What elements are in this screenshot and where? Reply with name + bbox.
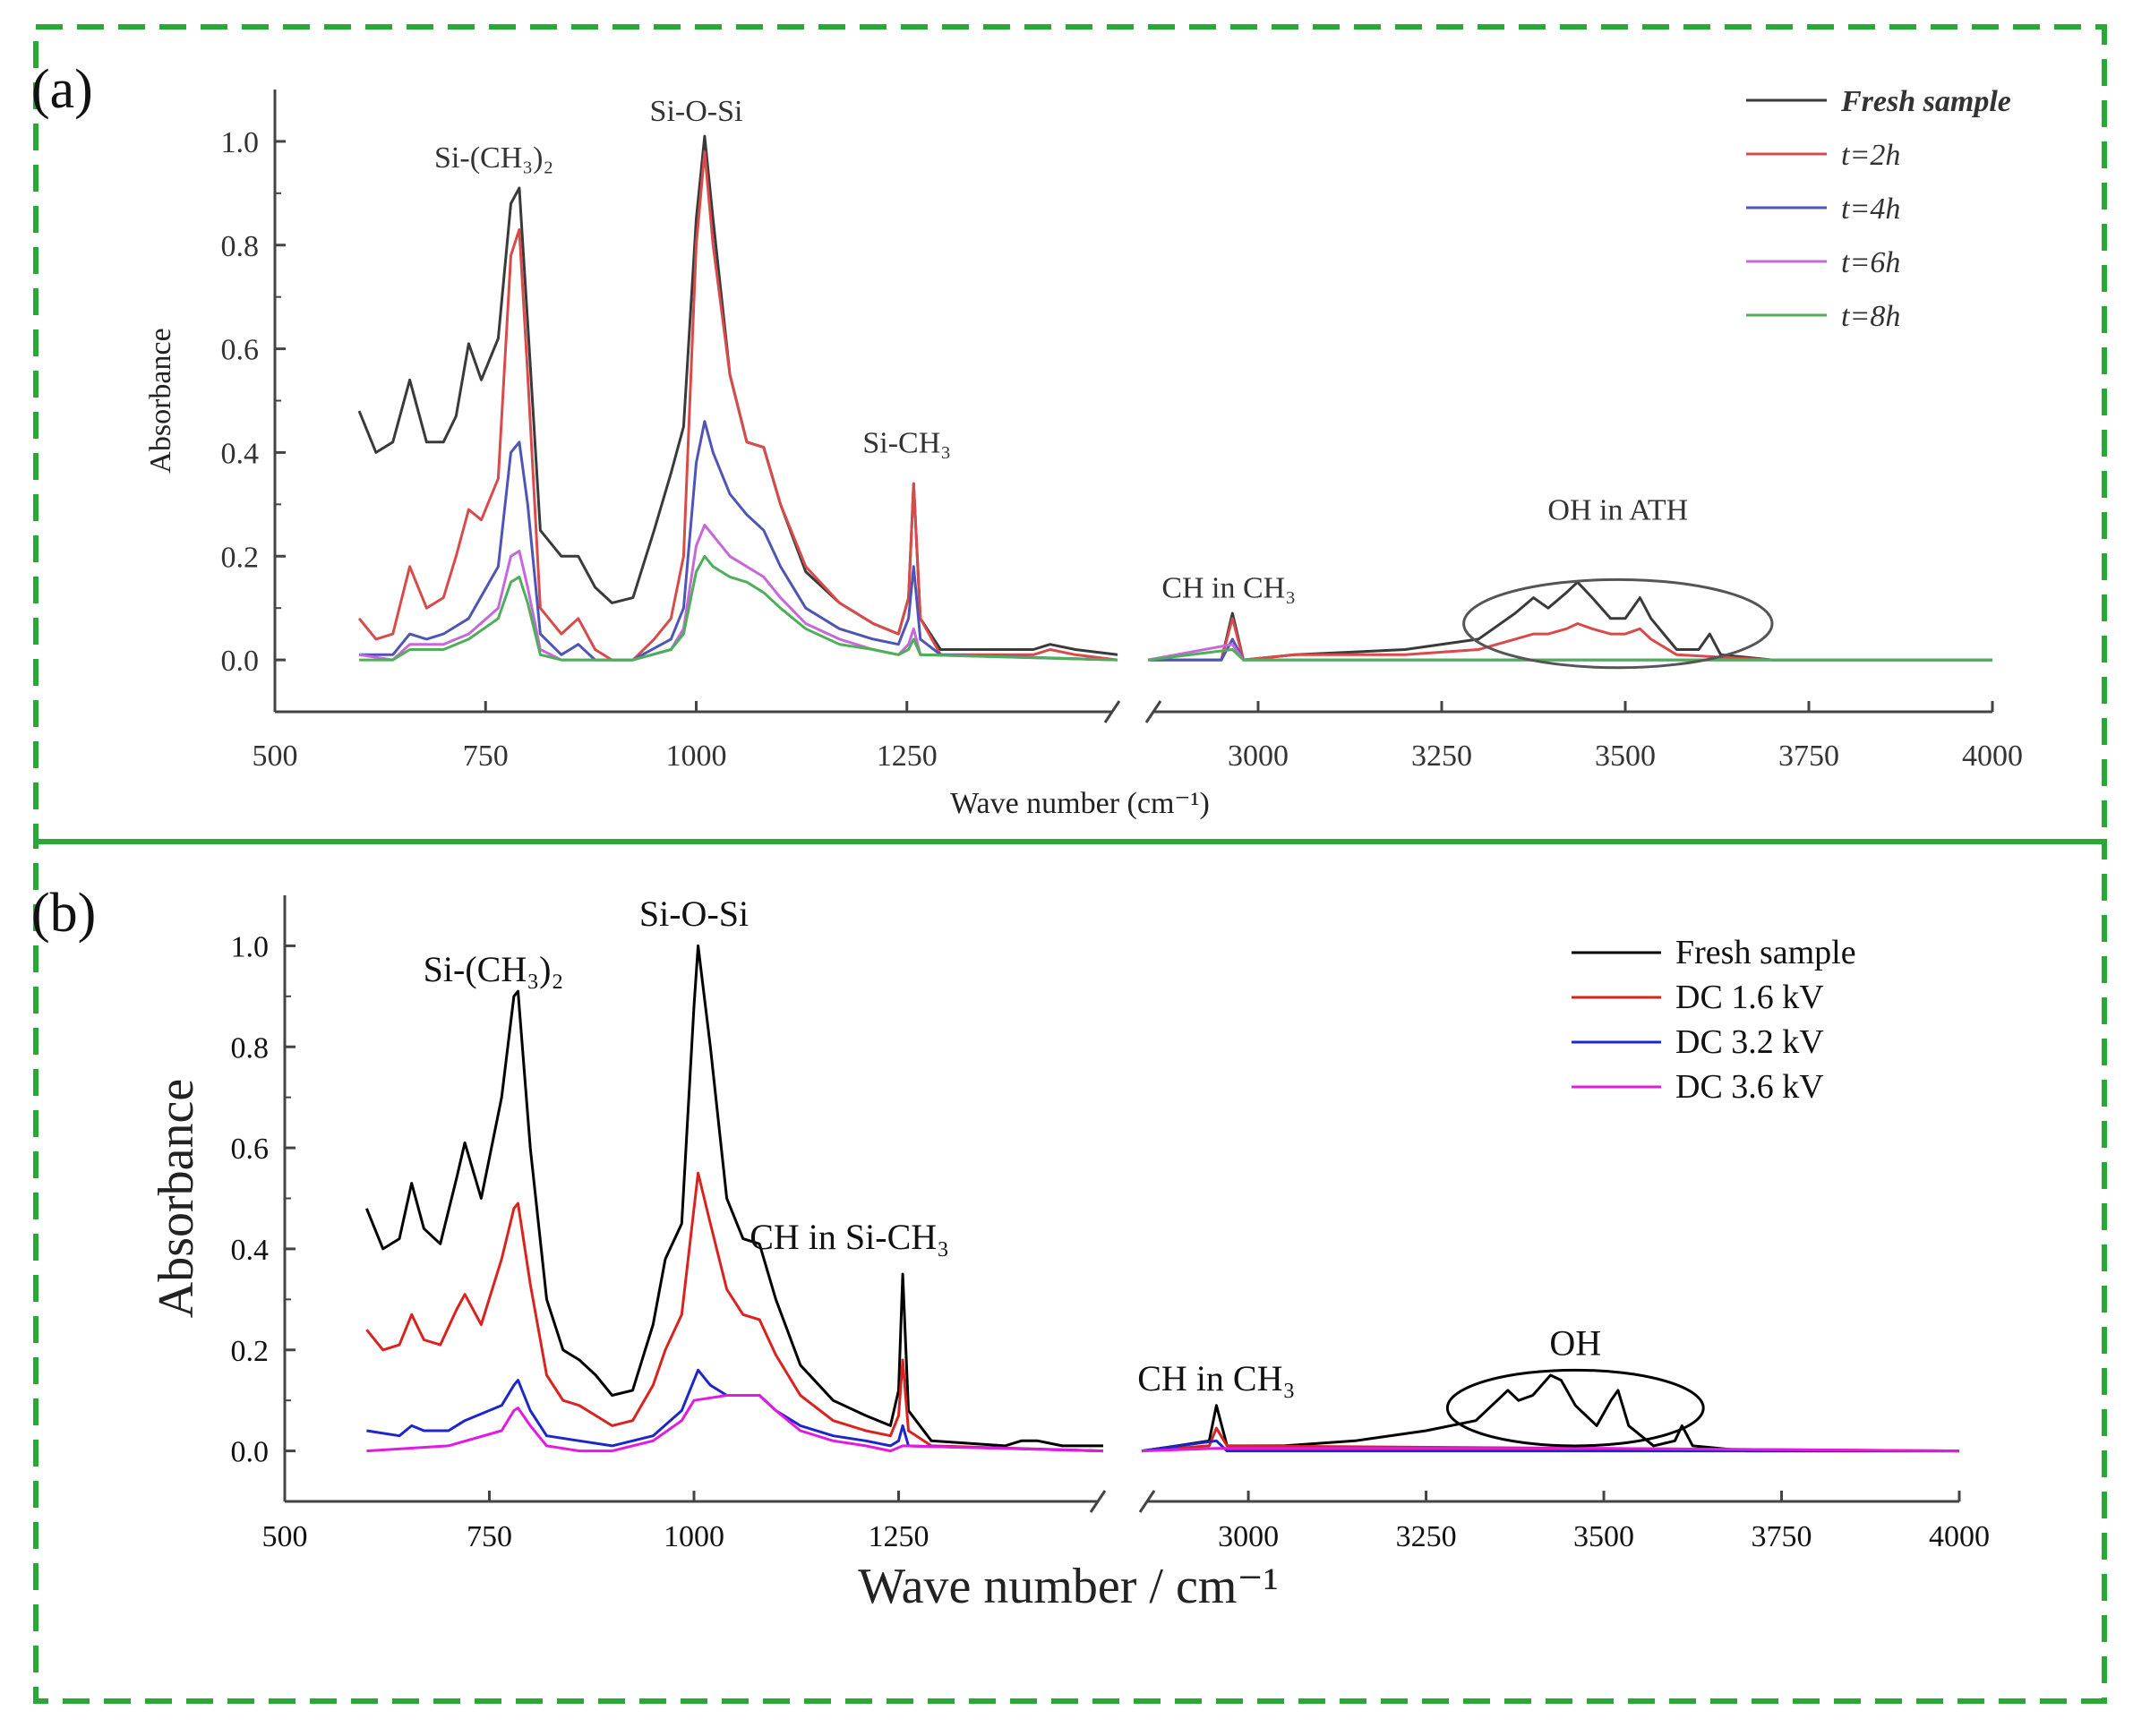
- legend-label-t-4h: t=4h: [1841, 192, 1900, 226]
- oh-region-ellipse: [1445, 1368, 1705, 1448]
- series-line-dc-3-2-kv-right: [1141, 1439, 1959, 1453]
- y-tick-label: 0.2: [221, 541, 260, 574]
- series-line-t-4h-left: [359, 420, 1118, 662]
- axis-break-mark: [1138, 1490, 1156, 1513]
- series-line-dc-3-6-kv-left: [366, 1394, 1104, 1453]
- y-tick-label: 0.2: [231, 1335, 270, 1368]
- series-line-dc-1-6-kv-left: [365, 1171, 1104, 1453]
- x-tick-label: 3000: [1218, 1520, 1279, 1553]
- x-tick-label: 3750: [1778, 740, 1839, 773]
- x-tick-label: 1000: [664, 1520, 724, 1553]
- x-axis-label: Wave number / cm⁻¹: [858, 1559, 1278, 1614]
- annotation-ch-in-ch: CH in CH₃: [1137, 1358, 1295, 1398]
- annotation-si-o-si: Si-O-Si: [639, 894, 749, 934]
- x-tick-label: 500: [253, 740, 298, 773]
- annotation-si-o-si: Si-O-Si: [650, 95, 743, 128]
- annotation-oh-in-ath: OH in ATH: [1547, 494, 1688, 527]
- x-tick-label: 3500: [1573, 1520, 1634, 1553]
- legend-label-dc-3-2-kv: DC 3.2 kV: [1675, 1023, 1824, 1061]
- annotation-si-ch: Si-CH₃: [862, 426, 951, 459]
- series-line-t-8h-left: [359, 554, 1118, 662]
- legend-label-t-2h: t=2h: [1841, 139, 1900, 172]
- panel-b-border: [33, 839, 2107, 1704]
- x-tick-label: 3750: [1752, 1520, 1812, 1553]
- series-line-fresh-sample-left: [357, 134, 1118, 656]
- x-tick-label: 1250: [869, 1520, 929, 1553]
- x-tick-label: 3250: [1396, 1520, 1457, 1553]
- series-line-t-6h-left: [358, 524, 1118, 662]
- x-tick-label: 750: [467, 1520, 512, 1553]
- legend-label-fresh-sample: Fresh sample: [1675, 934, 1856, 971]
- series-line-fresh-sample-left: [365, 944, 1103, 1448]
- annotation-si-ch: Si-(CH₃)₂: [434, 141, 553, 175]
- y-tick-label: 0.4: [221, 437, 260, 470]
- y-tick-label: 0.0: [231, 1436, 270, 1469]
- legend-label-fresh-sample: Fresh sample: [1840, 85, 2011, 118]
- x-tick-label: 4000: [1962, 740, 2023, 773]
- x-tick-label: 1000: [666, 740, 727, 773]
- y-tick-label: 1.0: [221, 126, 260, 159]
- panel-a: (a) 0.0 0.2 0.4 0.6 0.8 1.0 500 750 1000 1250 3000…: [31, 24, 2107, 844]
- panel-a-label: (a): [31, 59, 93, 120]
- legend-label-dc-1-6-kv: DC 1.6 kV: [1675, 979, 1824, 1016]
- legend-label-t-8h: t=8h: [1841, 300, 1900, 333]
- annotation-ch-in-si-ch: CH in Si-CH₃: [750, 1217, 949, 1257]
- x-axis-label: Wave number (cm⁻¹): [950, 787, 1210, 820]
- panel-b-label: (b): [31, 883, 96, 944]
- x-tick-label: 3500: [1595, 740, 1656, 773]
- y-tick-label: 0.6: [221, 334, 260, 367]
- series-line-dc-3-2-kv-left: [366, 1368, 1104, 1453]
- axis-break-mark: [1103, 700, 1121, 723]
- y-tick-label: 0.8: [231, 1031, 270, 1065]
- axis-break-mark: [1144, 700, 1162, 723]
- panel-a-plot: Si-(CH₃)₂ Si-O-Si Si-CH₃ CH in CH₃ OH in ATH: [357, 95, 1992, 670]
- x-tick-label: 1250: [877, 740, 938, 773]
- series-line-t-2h-left: [357, 150, 1118, 662]
- y-tick-label: 0.8: [221, 230, 260, 263]
- legend-label-t-6h: t=6h: [1841, 246, 1900, 279]
- panel-b-axes: 0.0 0.2 0.4 0.6 0.8 1.0 500 750 1000 1250 3000 3250…: [149, 895, 1990, 1614]
- series-line-dc-3-6-kv-right: [1141, 1447, 1960, 1453]
- series-line-t-8h-right: [1147, 648, 1992, 662]
- panel-a-legend: Fresh sample t=2h t=4h t=6h t=8h: [1746, 85, 2011, 333]
- x-tick-label: 3000: [1228, 740, 1289, 773]
- annotation-si-ch: Si-(CH₃)₂: [424, 949, 564, 989]
- panel-b-legend: Fresh sample DC 1.6 kV DC 3.2 kV DC 3.6 kV: [1572, 934, 1856, 1106]
- series-line-t-2h-right: [1148, 617, 1992, 662]
- panel-b: (b) 0.0 0.2 0.4 0.6 0.8 1.0 500 750 1000 1250 3000…: [31, 839, 2107, 1704]
- annotation-ch-in-ch: CH in CH₃: [1161, 572, 1296, 605]
- legend-label-dc-3-6-kv: DC 3.6 kV: [1675, 1068, 1824, 1106]
- y-axis-label: Absorbance: [149, 1079, 204, 1318]
- x-tick-label: 750: [463, 740, 509, 773]
- axis-break-mark: [1089, 1490, 1107, 1513]
- y-tick-label: 1.0: [231, 930, 270, 963]
- x-tick-label: 3250: [1411, 740, 1472, 773]
- y-tick-label: 0.4: [231, 1234, 270, 1267]
- y-tick-label: 0.6: [231, 1133, 270, 1166]
- panel-b-plot: Si-(CH₃)₂ Si-O-Si CH in Si-CH₃ CH in CH₃ OH: [365, 894, 1960, 1453]
- x-tick-label: 500: [262, 1520, 308, 1553]
- annotation-oh: OH: [1549, 1322, 1601, 1363]
- x-tick-label: 4000: [1929, 1520, 1990, 1553]
- y-axis-label: Absorbance: [144, 328, 177, 473]
- oh-region-ellipse: [1462, 577, 1774, 670]
- y-tick-label: 0.0: [221, 645, 260, 678]
- panel-a-border: [33, 24, 2107, 844]
- panel-a-axes: 0.0 0.2 0.4 0.6 0.8 1.0 500 750 1000 1250 3000 3250…: [144, 90, 2023, 820]
